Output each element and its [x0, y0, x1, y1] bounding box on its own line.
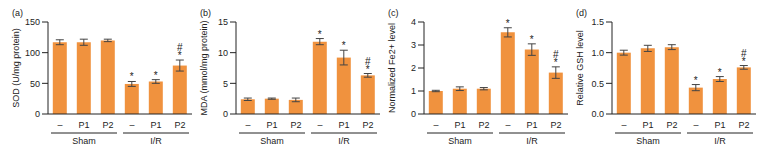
svg-text:*: * [318, 29, 322, 40]
svg-text:*: * [718, 67, 722, 78]
svg-text:*: * [154, 70, 158, 81]
svg-text:I/R: I/R [338, 136, 350, 146]
svg-text:P2: P2 [102, 120, 113, 130]
svg-text:–: – [57, 120, 62, 130]
svg-text:1: 1 [411, 86, 416, 96]
svg-text:P1: P1 [454, 120, 465, 130]
svg-text:I/R: I/R [150, 136, 162, 146]
svg-text:Relative GSH level: Relative GSH level [575, 30, 585, 106]
html-text:(c): (c) [388, 8, 399, 18]
svg-text:0: 0 [411, 109, 416, 119]
svg-text:I/R: I/R [714, 136, 726, 146]
svg-text:P2: P2 [666, 120, 677, 130]
svg-text:0: 0 [35, 109, 40, 119]
svg-text:I/R: I/R [526, 136, 538, 146]
svg-text:MDA (mmol/mg protein): MDA (mmol/mg protein) [199, 20, 209, 115]
svg-text:P1: P1 [266, 120, 277, 130]
svg-text:Sham: Sham [260, 136, 284, 146]
svg-text:*: * [742, 56, 746, 67]
svg-text:–: – [245, 120, 250, 130]
svg-text:–: – [621, 120, 626, 130]
svg-text:P1: P1 [526, 120, 537, 130]
svg-text:–: – [505, 120, 510, 130]
svg-text:100: 100 [25, 48, 40, 58]
svg-text:5: 5 [223, 79, 228, 89]
svg-text:P2: P2 [362, 120, 373, 130]
html-text:(b): (b) [200, 8, 211, 18]
svg-text:–: – [317, 120, 322, 130]
svg-text:*: * [366, 64, 370, 75]
svg-text:P2: P2 [738, 120, 749, 130]
svg-text:1.5: 1.5 [591, 17, 604, 27]
svg-text:*: * [178, 50, 182, 61]
svg-text:SOD (U/mg protein): SOD (U/mg protein) [11, 28, 21, 108]
svg-text:0: 0 [223, 109, 228, 119]
svg-text:Sham: Sham [636, 136, 660, 146]
svg-text:Normalized Fe2+ level: Normalized Fe2+ level [387, 23, 397, 113]
svg-text:P1: P1 [714, 120, 725, 130]
html-text:(d): (d) [576, 8, 587, 18]
svg-text:*: * [342, 40, 346, 51]
svg-text:Sham: Sham [72, 136, 96, 146]
svg-text:2: 2 [411, 63, 416, 73]
svg-text:15: 15 [218, 17, 228, 27]
svg-text:–: – [129, 120, 134, 130]
svg-text:Sham: Sham [448, 136, 472, 146]
svg-text:P2: P2 [290, 120, 301, 130]
svg-text:–: – [433, 120, 438, 130]
svg-text:P1: P1 [338, 120, 349, 130]
html-text:(a): (a) [12, 8, 23, 18]
svg-text:–: – [693, 120, 698, 130]
svg-text:P2: P2 [550, 120, 561, 130]
svg-text:P1: P1 [150, 120, 161, 130]
svg-text:*: * [530, 34, 534, 45]
svg-text:50: 50 [30, 79, 40, 89]
svg-text:1.0: 1.0 [591, 48, 604, 58]
svg-text:0.5: 0.5 [591, 79, 604, 89]
svg-text:P2: P2 [478, 120, 489, 130]
svg-text:0.0: 0.0 [591, 109, 604, 119]
svg-text:150: 150 [25, 17, 40, 27]
svg-text:4: 4 [411, 17, 416, 27]
svg-text:*: * [554, 57, 558, 68]
svg-text:P1: P1 [642, 120, 653, 130]
svg-text:3: 3 [411, 40, 416, 50]
svg-text:10: 10 [218, 48, 228, 58]
svg-text:P1: P1 [78, 120, 89, 130]
svg-text:*: * [506, 18, 510, 29]
svg-text:P2: P2 [174, 120, 185, 130]
svg-text:*: * [694, 75, 698, 86]
svg-text:*: * [130, 71, 134, 82]
